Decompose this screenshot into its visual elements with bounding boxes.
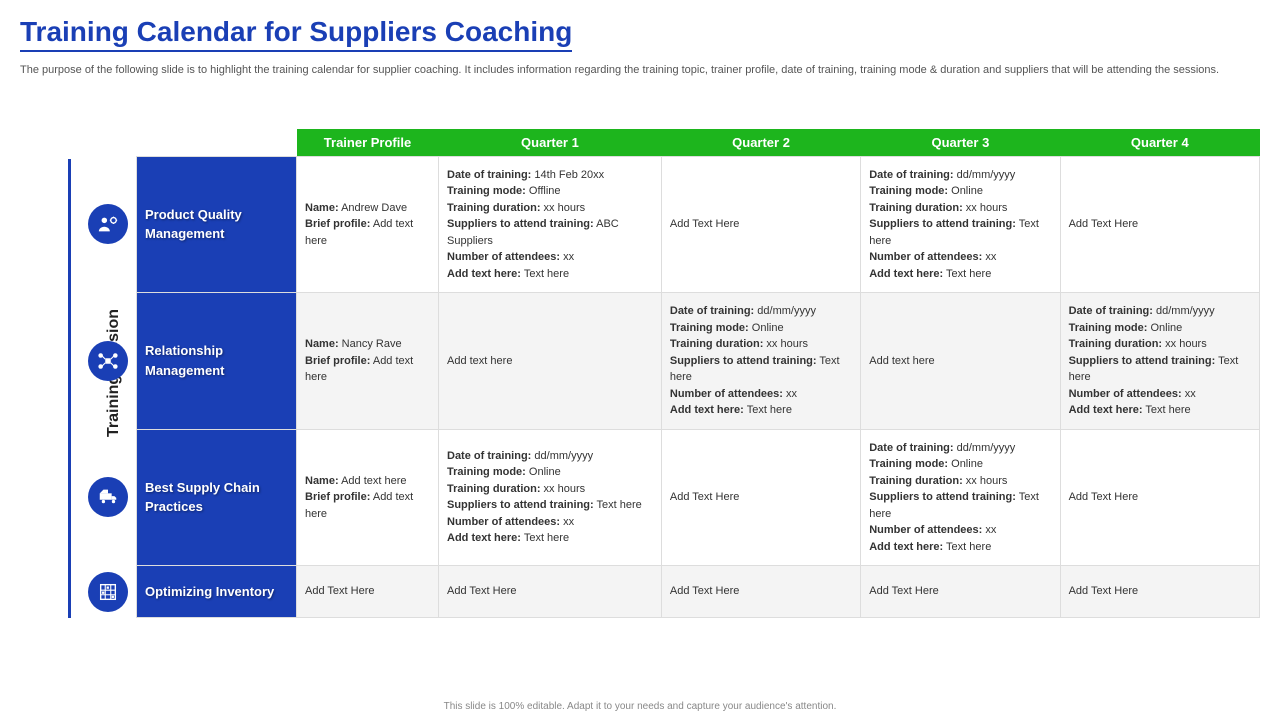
cell-q2: Date of training: dd/mm/yyyyTraining mod… [661, 293, 860, 430]
footer-note: This slide is 100% editable. Adapt it to… [0, 701, 1280, 712]
network-icon [88, 341, 128, 381]
cell-q2: Add Text Here [661, 429, 860, 566]
shelves-icon [88, 572, 128, 612]
truck-icon [88, 477, 128, 517]
cell-trainer: Name: Andrew DaveBrief profile: Add text… [297, 156, 439, 293]
cell-q2: Add Text Here [661, 566, 860, 618]
row-icon-cell [80, 156, 137, 293]
topic-cell: Product Quality Management [137, 156, 297, 293]
table-row: Optimizing InventoryAdd Text HereAdd Tex… [80, 566, 1260, 618]
header-trainer: Trainer Profile [297, 129, 439, 157]
cell-trainer: Add Text Here [297, 566, 439, 618]
row-icon-cell [80, 429, 137, 566]
table-row: Product Quality ManagementName: Andrew D… [80, 156, 1260, 293]
gear-person-icon [88, 204, 128, 244]
table-container: Training Session Trainer Profile Quarter… [60, 129, 1260, 619]
cell-q4: Add Text Here [1060, 156, 1259, 293]
cell-q4: Add Text Here [1060, 429, 1259, 566]
cell-q4: Date of training: dd/mm/yyyyTraining mod… [1060, 293, 1259, 430]
header-q1: Quarter 1 [439, 129, 662, 157]
topic-cell: Best Supply Chain Practices [137, 429, 297, 566]
cell-q3: Date of training: dd/mm/yyyyTraining mod… [861, 156, 1060, 293]
cell-q3: Date of training: dd/mm/yyyyTraining mod… [861, 429, 1060, 566]
cell-q3: Add text here [861, 293, 1060, 430]
cell-q3: Add Text Here [861, 566, 1060, 618]
page-title: Training Calendar for Suppliers Coaching [20, 16, 572, 52]
header-blank-topic [137, 129, 297, 157]
topic-cell: Optimizing Inventory [137, 566, 297, 618]
page-description: The purpose of the following slide is to… [20, 62, 1260, 79]
training-table: Trainer Profile Quarter 1 Quarter 2 Quar… [80, 129, 1260, 619]
cell-q2: Add Text Here [661, 156, 860, 293]
axis-line [68, 159, 71, 619]
cell-q1: Add Text Here [439, 566, 662, 618]
topic-cell: Relationship Management [137, 293, 297, 430]
cell-q1: Date of training: dd/mm/yyyyTraining mod… [439, 429, 662, 566]
header-q3: Quarter 3 [861, 129, 1060, 157]
cell-q1: Date of training: 14th Feb 20xxTraining … [439, 156, 662, 293]
table-row: Best Supply Chain PracticesName: Add tex… [80, 429, 1260, 566]
header-blank-icon [80, 129, 137, 157]
row-icon-cell [80, 293, 137, 430]
row-icon-cell [80, 566, 137, 618]
header-q4: Quarter 4 [1060, 129, 1259, 157]
cell-trainer: Name: Add text hereBrief profile: Add te… [297, 429, 439, 566]
cell-q4: Add Text Here [1060, 566, 1259, 618]
cell-q1: Add text here [439, 293, 662, 430]
cell-trainer: Name: Nancy RaveBrief profile: Add text … [297, 293, 439, 430]
table-row: Relationship ManagementName: Nancy RaveB… [80, 293, 1260, 430]
header-q2: Quarter 2 [661, 129, 860, 157]
